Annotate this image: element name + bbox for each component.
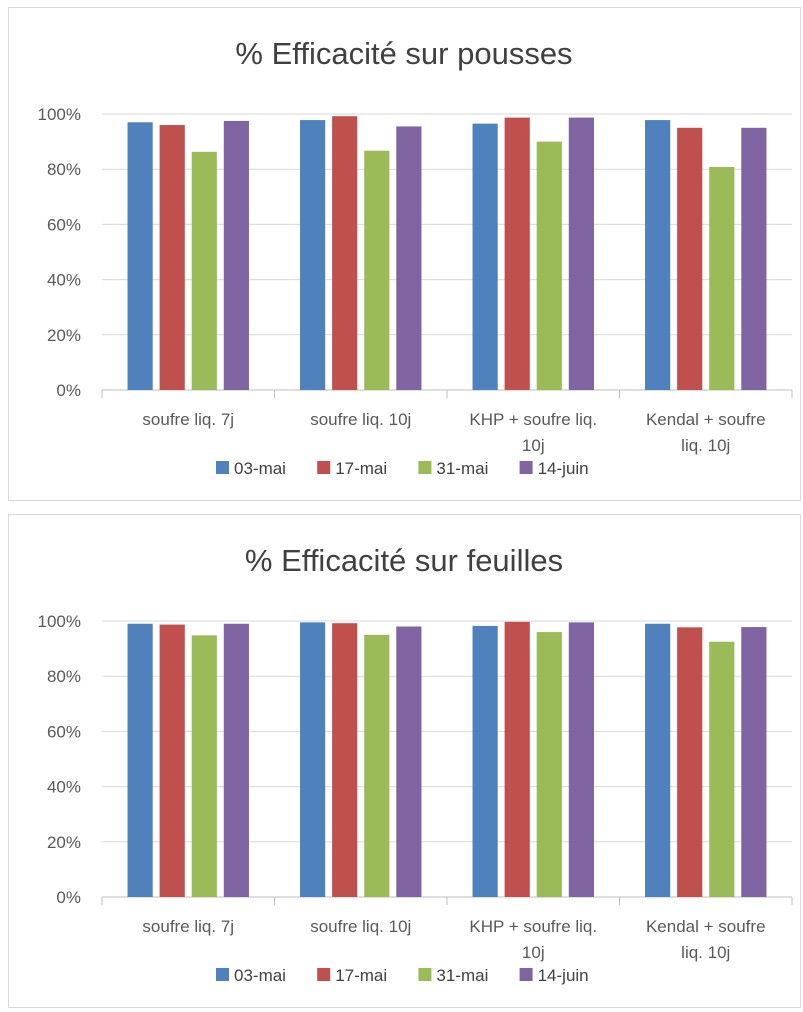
y-tick-label: 0% [56,381,81,400]
bar-31-mai-2 [537,632,562,897]
y-tick-label: 100% [38,105,81,124]
bar-14-juin-3 [741,128,766,390]
x-tick-label: KHP + soufre liq. [469,917,597,936]
x-tick-label: soufre liq. 10j [310,917,411,936]
bar-31-mai-1 [364,151,389,390]
y-tick-label: 0% [56,888,81,907]
bar-14-juin-1 [396,126,421,390]
bar-31-mai-1 [364,635,389,897]
bar-03-mai-3 [645,624,670,897]
bar-03-mai-2 [473,626,498,897]
x-tick-label: Kendal + soufre [646,917,766,936]
bar-14-juin-0 [224,121,249,390]
legend-swatch [418,968,431,981]
y-tick-label: 40% [47,271,81,290]
bar-chart-pousses: % Efficacité sur pousses 0% 20% 40% 60% 80% 1… [9,8,800,500]
bar-17-mai-3 [677,128,702,390]
chart-title: % Efficacité sur pousses [235,36,572,71]
y-tick-label: 60% [47,215,81,234]
legend-label: 31-mai [436,966,488,985]
bar-chart-feuilles: % Efficacité sur feuilles 0% 20% 40% 60% 80%… [9,515,800,1007]
y-tick-label: 60% [47,722,81,741]
bar-14-juin-2 [569,118,594,390]
bar-31-mai-0 [192,635,217,897]
x-tick-label: soufre liq. 7j [142,917,234,936]
bar-17-mai-2 [505,118,530,390]
y-tick-label: 100% [38,612,81,631]
x-tick-label: 10j [522,436,545,455]
bar-31-mai-3 [709,167,734,390]
bar-17-mai-0 [160,625,185,897]
legend-swatch [418,461,431,474]
bar-14-juin-0 [224,624,249,897]
bar-17-mai-2 [505,622,530,897]
legend-swatch [520,968,533,981]
x-tick-label: 10j [522,943,545,962]
legend-label: 31-mai [436,459,488,478]
y-tick-label: 80% [47,667,81,686]
legend-swatch [317,461,330,474]
legend-label: 03-mai [234,459,286,478]
bar-03-mai-1 [300,622,325,897]
x-tick-label: Kendal + soufre [646,410,766,429]
bar-03-mai-1 [300,120,325,390]
legend-label: 03-mai [234,966,286,985]
bar-31-mai-0 [192,152,217,390]
x-tick-label: KHP + soufre liq. [469,410,597,429]
legend-swatch [216,461,229,474]
legend-label: 14-juin [538,459,589,478]
bar-17-mai-0 [160,125,185,390]
y-tick-label: 20% [47,326,81,345]
bar-31-mai-2 [537,142,562,390]
y-tick-label: 40% [47,778,81,797]
legend-label: 14-juin [538,966,589,985]
bar-14-juin-3 [741,627,766,897]
bar-14-juin-1 [396,627,421,897]
legend-label: 17-mai [335,459,387,478]
bar-17-mai-1 [332,116,357,390]
bar-03-mai-2 [473,124,498,390]
bar-03-mai-0 [128,624,153,897]
chart-panel-pousses: % Efficacité sur pousses 0% 20% 40% 60% 80% 1… [8,7,801,501]
legend-swatch [520,461,533,474]
x-tick-label: liq. 10j [681,436,730,455]
bar-03-mai-0 [128,122,153,390]
bar-17-mai-1 [332,623,357,897]
y-tick-label: 80% [47,160,81,179]
x-tick-label: soufre liq. 7j [142,410,234,429]
bar-17-mai-3 [677,627,702,897]
bar-03-mai-3 [645,120,670,390]
chart-panel-feuilles: % Efficacité sur feuilles 0% 20% 40% 60% 80%… [8,514,801,1008]
bar-14-juin-2 [569,622,594,897]
chart-title: % Efficacité sur feuilles [245,543,563,578]
legend-swatch [216,968,229,981]
x-tick-label: soufre liq. 10j [310,410,411,429]
legend-label: 17-mai [335,966,387,985]
x-tick-label: liq. 10j [681,943,730,962]
bar-31-mai-3 [709,642,734,897]
y-tick-label: 20% [47,833,81,852]
legend-swatch [317,968,330,981]
